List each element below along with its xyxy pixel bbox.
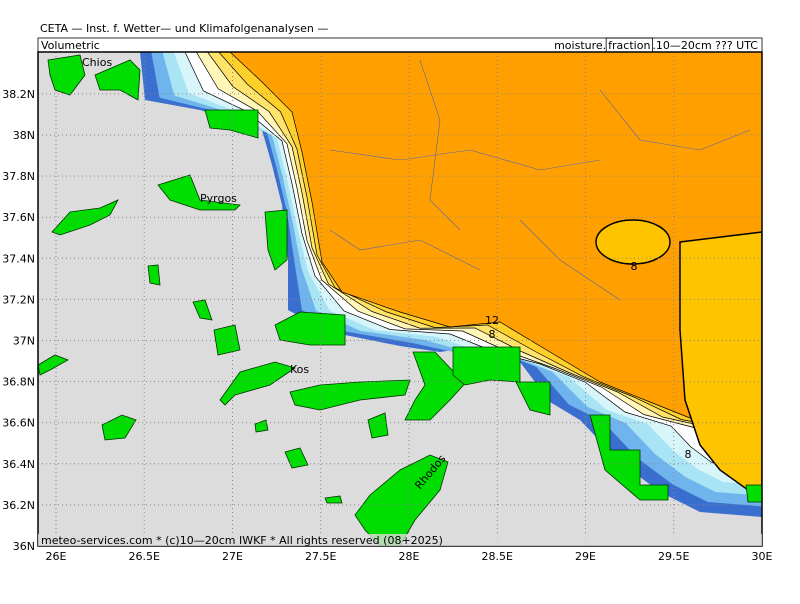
- island: [404, 351, 471, 421]
- island: [147, 264, 161, 286]
- lon-label: 27.5E: [305, 550, 336, 563]
- island: [367, 412, 389, 439]
- contour-label: 8: [631, 260, 638, 273]
- lon-label: 26.5E: [129, 550, 160, 563]
- border-line: [329, 229, 481, 271]
- lon-label: 30E: [752, 550, 773, 563]
- place-label: Pyrgos: [200, 192, 237, 205]
- header-right: moisture. fraction .10—20cm ??? UTC: [554, 37, 758, 53]
- island: [94, 59, 141, 101]
- place-label: Chios: [82, 56, 112, 69]
- lat-label: 36.6N: [2, 417, 35, 430]
- lon-label: 29.5E: [658, 550, 689, 563]
- island: [204, 109, 259, 139]
- header-right-prefix: moisture.: [554, 39, 606, 52]
- lon-label: 28.5E: [482, 550, 513, 563]
- lat-label: 37.6N: [2, 211, 35, 224]
- contour-label: 12: [485, 314, 499, 327]
- lat-label: 37.4N: [2, 252, 35, 265]
- lat-label: 37.2N: [2, 293, 35, 306]
- border-line: [419, 59, 461, 231]
- lat-label: 36N: [13, 540, 35, 553]
- island: [589, 414, 669, 501]
- island: [289, 379, 411, 411]
- islands: [38, 54, 762, 546]
- island: [51, 199, 119, 236]
- island: [192, 299, 213, 321]
- island: [452, 346, 521, 386]
- border-line: [599, 89, 751, 151]
- contour-label: 8: [685, 448, 692, 461]
- island: [264, 209, 288, 271]
- lon-label: 26E: [46, 550, 67, 563]
- footer-box: [38, 534, 762, 546]
- island: [354, 454, 449, 546]
- moisture-band: [595, 219, 671, 265]
- title: CETA — Inst. f. Wetter— und Klimafolgena…: [40, 22, 328, 35]
- lat-label: 37.8N: [2, 170, 35, 183]
- lon-label: 27E: [222, 550, 243, 563]
- island: [745, 484, 762, 503]
- border-line: [519, 219, 621, 301]
- graticule: [38, 52, 762, 546]
- header-right-suffix: .10—20cm ??? UTC: [652, 39, 758, 52]
- island: [157, 174, 241, 211]
- moisture-field: [140, 52, 762, 517]
- border-line: [329, 149, 601, 171]
- lat-label: 36.8N: [2, 376, 35, 389]
- island: [101, 414, 137, 441]
- lat-label: 36.2N: [2, 499, 35, 512]
- contour-label: 8: [489, 328, 496, 341]
- island: [274, 311, 346, 346]
- island: [219, 361, 296, 406]
- place-label: Kos: [290, 363, 309, 376]
- island: [284, 447, 309, 469]
- lon-label: 29E: [575, 550, 596, 563]
- header-left: Volumetric: [41, 39, 100, 52]
- lat-label: 38N: [13, 129, 35, 142]
- island: [324, 495, 343, 504]
- lon-label: 28E: [399, 550, 420, 563]
- moisture-band: [679, 231, 762, 501]
- footer: meteo-services.com * (c)10—20cm IWKF * A…: [41, 534, 443, 547]
- lat-label: 38.2N: [2, 88, 35, 101]
- island: [47, 54, 86, 96]
- island: [38, 354, 69, 376]
- header-right-boxed: fraction: [608, 39, 650, 52]
- lat-label: 36.4N: [2, 458, 35, 471]
- lat-label: 37N: [13, 335, 35, 348]
